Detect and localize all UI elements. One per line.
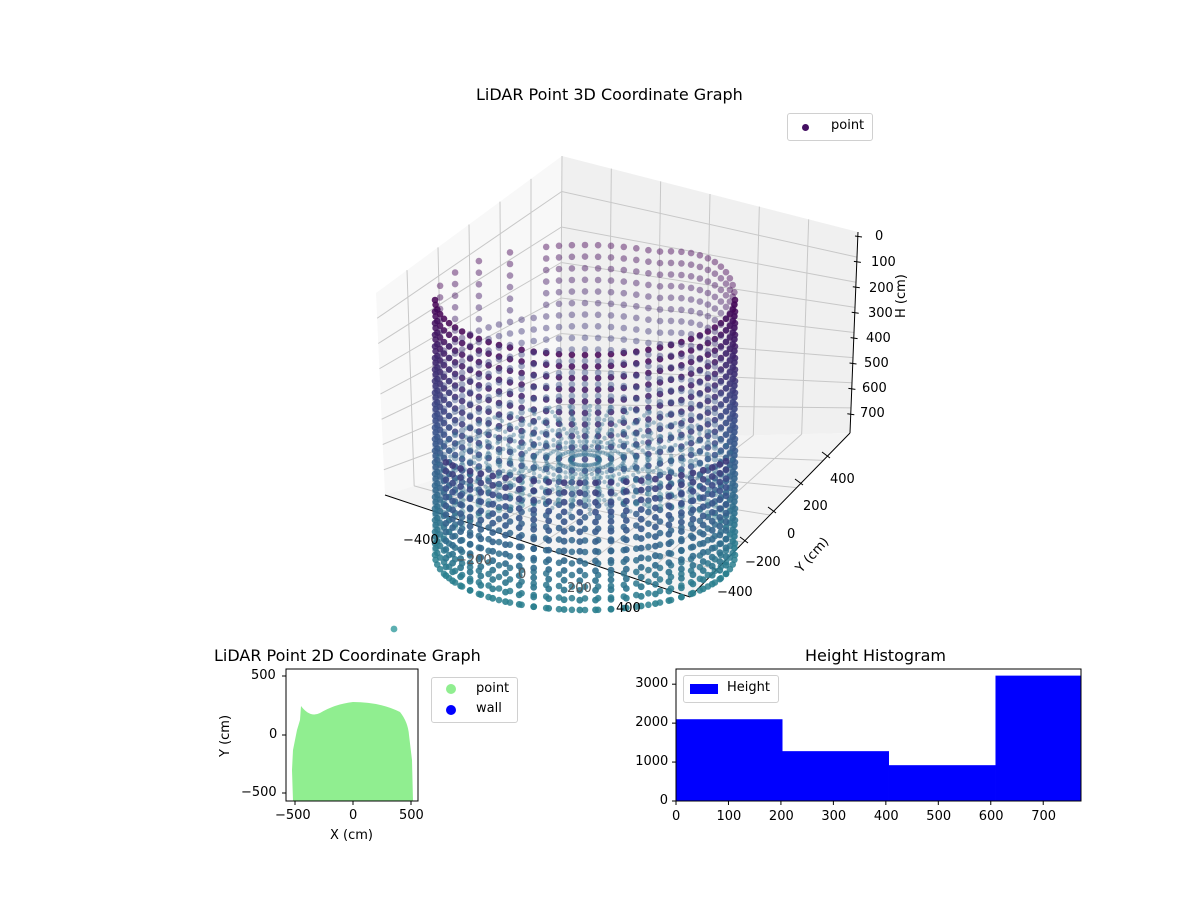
y-tick-label: 0 [269,727,278,742]
histogram-bar [888,765,996,801]
x-tick-label: 0 [349,808,358,823]
z-tick-label: 300 [868,306,893,321]
scatter3d-legend: point [787,113,873,141]
y-tick-label: 2000 [635,715,669,731]
histogram-bar [676,719,783,801]
x-tick-label: −500 [275,808,311,823]
legend-label-height: Height [727,680,770,695]
legend-marker-point [446,684,456,694]
z-tick-label: 100 [871,255,896,270]
x-axis-label: X (cm) [330,828,373,843]
y-tick-label: 1000 [635,754,669,770]
scatter2d-title: LiDAR Point 2D Coordinate Graph [214,646,481,665]
z-tick-label: 600 [862,381,887,396]
x-tick-label: 200 [567,581,592,596]
x-tick-label: −400 [403,533,439,548]
y-tick-label: 0 [787,527,796,542]
y-axis-label: Y (cm) [218,714,233,757]
y-tick-label: 500 [251,668,276,683]
legend-marker-wall [446,705,456,715]
x-tick-label: 200 [768,809,794,824]
x-tick-label: 400 [873,809,899,824]
histogram-title: Height Histogram [805,646,946,665]
y-tick-label: −500 [241,785,277,800]
legend-marker-point [802,124,809,131]
z-tick-label: 400 [866,331,891,346]
z-tick-label: 200 [869,281,894,296]
x-tick-label: 0 [518,567,527,582]
y-tick-label: 400 [830,472,855,487]
scatter3d-plot-area [376,155,863,633]
z-tick-label: 700 [860,406,885,421]
z-tick-label: 0 [875,229,884,244]
y-tick-label: 200 [803,499,828,514]
y-tick-label: −400 [717,585,753,600]
legend-marker-height [690,684,718,694]
x-tick-label: 300 [821,809,847,824]
scatter2d-legend: point wall [431,677,518,723]
histogram-bar [782,751,889,801]
legend-label-point: point [476,681,510,696]
y-tick-label: 3000 [635,676,669,692]
x-tick-label: 500 [399,808,424,823]
x-tick-label: 0 [672,809,681,824]
x-tick-label: 700 [1031,809,1057,824]
point-cloud [431,241,739,614]
x-tick-label: 600 [978,809,1004,824]
legend-label-wall: wall [476,701,502,716]
x-tick-label: 500 [926,809,952,824]
x-tick-label: 100 [716,809,742,824]
y-tick-label: −200 [745,555,781,570]
z-axis-label: H (cm) [894,274,909,318]
y-tick-label: 0 [659,793,669,808]
histogram-bar [995,675,1081,801]
histogram-legend: Height [683,675,779,703]
legend-label-point: point [831,118,865,133]
x-tick-label: 400 [616,601,641,616]
scatter3d-title: LiDAR Point 3D Coordinate Graph [476,85,743,104]
z-tick-label: 500 [864,356,889,371]
x-tick-label: −200 [456,553,492,568]
